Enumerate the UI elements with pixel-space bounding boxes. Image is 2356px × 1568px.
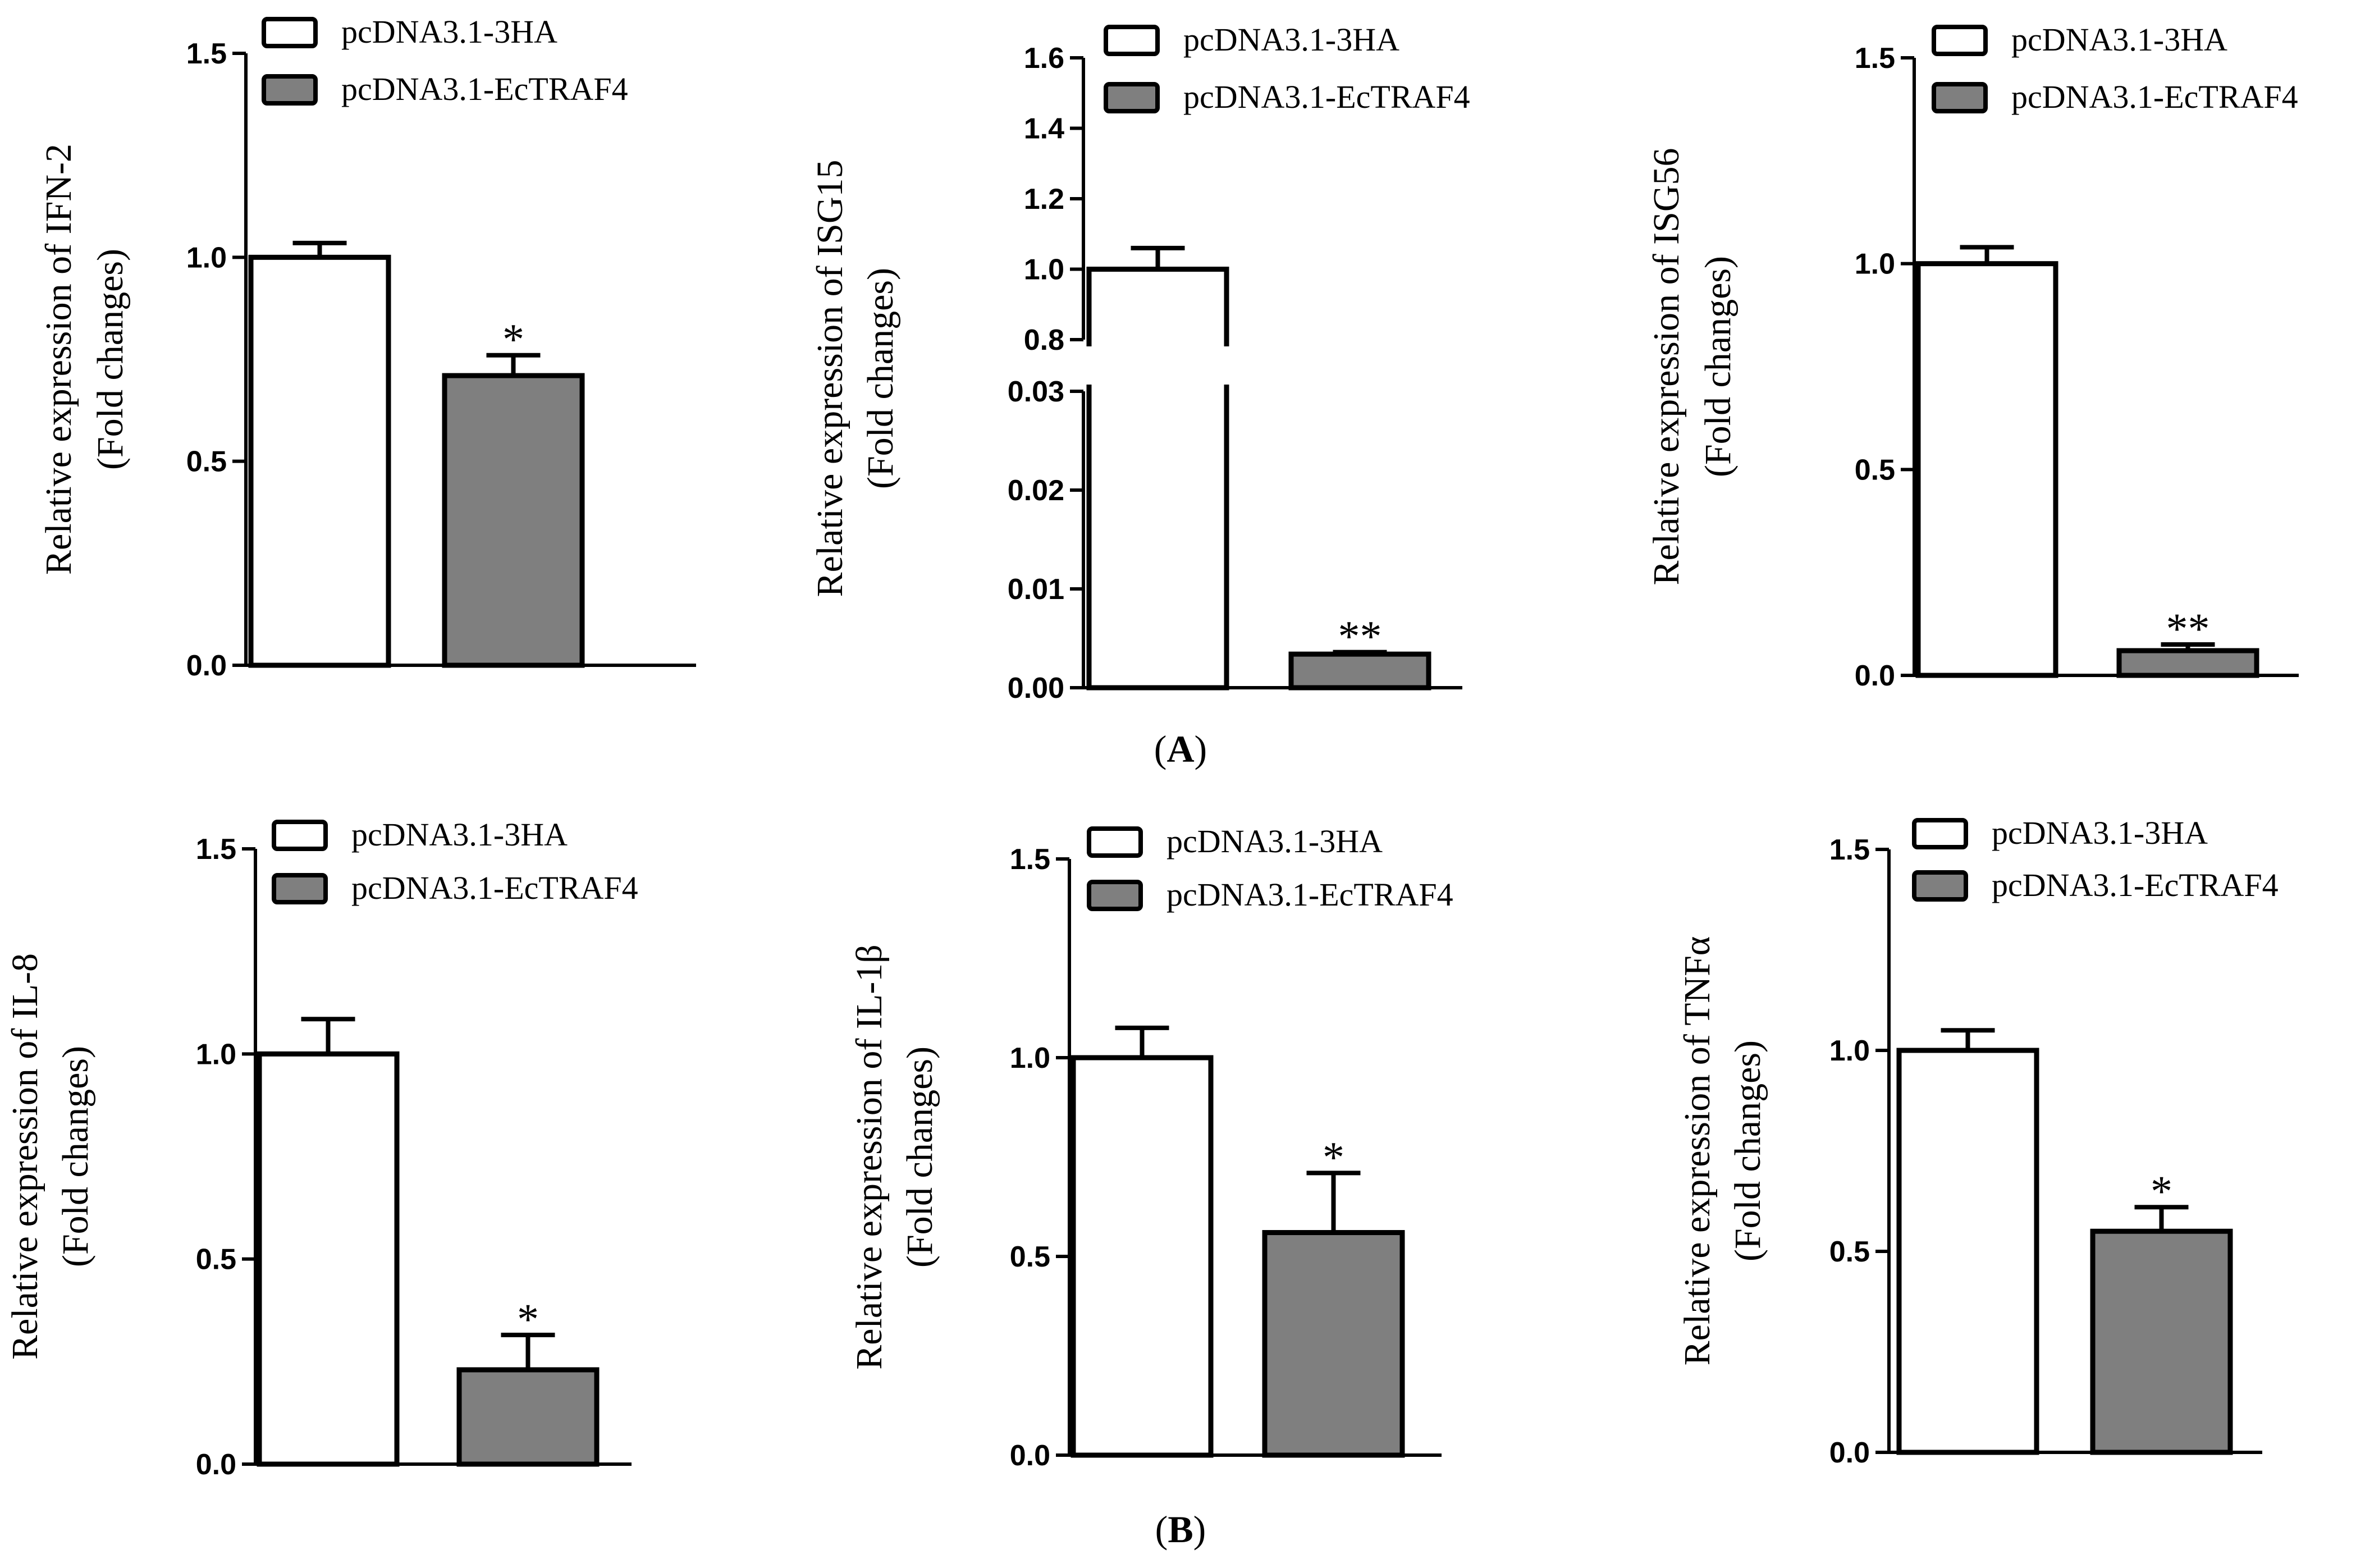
bar-control (248, 254, 391, 668)
chart-4: 0.0 0.5 1.0 1.5 * pcDNA3.1-3HA pcDNA3.1-EcTRAF… (4, 816, 638, 1481)
legend-label: pcDNA3.1-3HA (1183, 21, 1399, 58)
y-tick-label: 1.0 (1829, 1035, 1870, 1067)
legend-swatch (1087, 826, 1143, 858)
charts-layer: 0.0 0.5 1.0 1.5 * pcDNA3.1-3HA pcDNA3.1-EcTRAF… (4, 13, 2299, 1481)
y-axis-title: Relative expression of TNFα (1677, 936, 1718, 1366)
legend-swatch (272, 873, 328, 904)
y-tick-label: 0.00 (1008, 672, 1064, 705)
y-tick-label: 0.5 (1855, 454, 1895, 486)
y-tick-label: 1.0 (186, 241, 227, 274)
legend-label: pcDNA3.1-3HA (1166, 823, 1383, 860)
y-tick-label: 1.0 (1024, 254, 1064, 286)
y-tick-label: 1.0 (1855, 248, 1895, 281)
legend-label: pcDNA3.1-EcTRAF4 (351, 870, 638, 906)
y-tick-label: 1.5 (1855, 42, 1895, 75)
y-tick-label: 0.5 (186, 446, 227, 478)
y-tick-label: 1.5 (1829, 834, 1870, 866)
legend-label: pcDNA3.1-EcTRAF4 (1166, 876, 1453, 913)
y-axis-subtitle: (Fold changes) (860, 268, 901, 489)
legend-label: pcDNA3.1-3HA (341, 13, 557, 50)
y-axis-title: Relative expression of IL-1β (849, 944, 890, 1370)
chart-6: 0.0 0.5 1.0 1.5 * pcDNA3.1-3HA pcDNA3.1-EcTRAF… (1677, 815, 2279, 1469)
y-axis-subtitle: (Fold changes) (90, 249, 131, 470)
bar-control (1071, 1055, 1214, 1458)
y-tick-label: 0.0 (1010, 1439, 1050, 1472)
chart-2: 0.00 0.01 0.02 0.03 0.8 1.0 1.2 1.4 1.6 ** pcDNA3.… (809, 21, 1470, 705)
bar-control (257, 1051, 400, 1467)
y-tick-label: 1.5 (196, 833, 236, 866)
legend-swatch (262, 17, 318, 48)
significance-label: ** (2166, 604, 2210, 653)
y-axis-subtitle: (Fold changes) (1727, 1040, 1768, 1261)
y-tick-label: 0.0 (1829, 1437, 1870, 1469)
legend-swatch (1087, 880, 1143, 911)
legend-swatch (1912, 870, 1968, 902)
significance-label: * (1323, 1132, 1344, 1181)
significance-label: * (2151, 1167, 2172, 1215)
y-tick-label: 0.0 (196, 1448, 236, 1481)
legend-label: pcDNA3.1-EcTRAF4 (1183, 79, 1470, 115)
y-axis-title: Relative expression of ISG56 (1646, 148, 1687, 585)
chart-3: 0.0 0.5 1.0 1.5 ** pcDNA3.1-3HA pcDNA3.1-EcTRA… (1646, 21, 2299, 692)
y-tick-label: 0.01 (1008, 573, 1064, 606)
y-tick-label: 1.0 (196, 1038, 236, 1071)
y-tick-label: 1.5 (186, 38, 227, 70)
bar-ectraf4 (1262, 1230, 1405, 1458)
legend-label: pcDNA3.1-3HA (1992, 815, 2208, 851)
y-tick-label: 0.5 (196, 1244, 236, 1276)
legend-swatch (272, 820, 328, 851)
legend-swatch (1104, 25, 1160, 56)
legend-label: pcDNA3.1-EcTRAF4 (2011, 79, 2298, 115)
y-axis-title: Relative expression of IFN-2 (38, 144, 79, 575)
chart-5: 0.0 0.5 1.0 1.5 * pcDNA3.1-3HA pcDNA3.1-EcTRAF… (849, 823, 1453, 1472)
y-tick-label: 1.2 (1024, 183, 1064, 216)
bar-control (1086, 267, 1229, 691)
legend-label: pcDNA3.1-EcTRAF4 (341, 71, 628, 107)
bar-control (1915, 261, 2058, 678)
significance-label: * (517, 1295, 539, 1343)
y-axis-subtitle: (Fold changes) (55, 1046, 96, 1267)
y-axis-title: Relative expression of ISG15 (809, 159, 850, 597)
y-tick-label: 0.03 (1008, 376, 1064, 408)
y-tick-label: 1.5 (1010, 843, 1050, 876)
y-axis-subtitle: (Fold changes) (899, 1046, 940, 1268)
bar-ectraf4 (442, 373, 585, 668)
legend-swatch (1912, 818, 1968, 849)
y-axis-title: Relative expression of IL-8 (4, 953, 45, 1360)
chart-1: 0.0 0.5 1.0 1.5 * pcDNA3.1-3HA pcDNA3.1-EcTRAF… (38, 13, 696, 682)
y-tick-label: 1.6 (1024, 42, 1064, 75)
bar-ectraf4 (2116, 648, 2259, 678)
bar-ectraf4 (456, 1367, 600, 1467)
y-tick-label: 1.0 (1010, 1042, 1050, 1075)
y-tick-label: 0.8 (1024, 324, 1064, 356)
legend-swatch (1104, 82, 1160, 113)
y-tick-label: 0.0 (1855, 660, 1895, 692)
bar-ectraf4 (2090, 1228, 2233, 1455)
legend-label: pcDNA3.1-3HA (351, 816, 568, 853)
panel-label-a: (A) (1154, 728, 1207, 770)
y-tick-label: 1.4 (1024, 113, 1064, 145)
y-tick-label: 0.5 (1010, 1241, 1050, 1273)
panel-label-b: (B) (1155, 1508, 1206, 1551)
y-tick-label: 0.0 (186, 650, 227, 682)
y-tick-label: 0.02 (1008, 474, 1064, 507)
legend-swatch (1932, 25, 1988, 56)
legend-label: pcDNA3.1-3HA (2011, 21, 2227, 58)
y-tick-label: 0.5 (1829, 1236, 1870, 1268)
legend-swatch (1932, 82, 1988, 113)
bar-control (1896, 1048, 2039, 1455)
significance-label: * (502, 315, 524, 364)
legend-label: pcDNA3.1-EcTRAF4 (1992, 867, 2279, 903)
legend-swatch (262, 74, 318, 106)
bar-ectraf4 (1288, 651, 1431, 691)
significance-label: ** (1338, 612, 1382, 661)
y-axis-subtitle: (Fold changes) (1698, 256, 1739, 477)
axis-break-gap (1078, 346, 1238, 385)
